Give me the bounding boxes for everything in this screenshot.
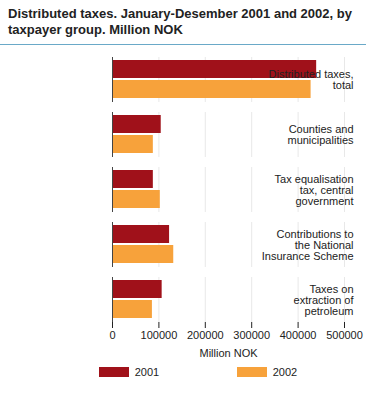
svg-text:400000: 400000 xyxy=(280,329,317,341)
html-text:2002: 2002 xyxy=(272,366,298,378)
svg-text:Million NOK: Million NOK xyxy=(199,347,258,359)
svg-text:Tax equalisationtax, centralgo: Tax equalisationtax, centralgovernment xyxy=(275,173,354,207)
html-text:Distributed taxes. January-Des: Distributed taxes. January-Desember 2001… xyxy=(8,6,352,37)
svg-text:500000: 500000 xyxy=(326,329,363,341)
svg-text:Counties andmunicipalities: Counties andmunicipalities xyxy=(287,123,354,146)
svg-text:Contributions tothe NationalIn: Contributions tothe NationalInsurance Sc… xyxy=(262,228,354,262)
svg-text:200000: 200000 xyxy=(187,329,224,341)
svg-text:Distributed taxes,total: Distributed taxes,total xyxy=(269,68,354,91)
svg-text:0: 0 xyxy=(109,329,115,341)
html-text:2001: 2001 xyxy=(134,366,160,378)
svg-text:300000: 300000 xyxy=(233,329,270,341)
svg-text:100000: 100000 xyxy=(141,329,178,341)
svg-text:Taxes onextraction ofpetroleum: Taxes onextraction ofpetroleum xyxy=(294,283,355,317)
